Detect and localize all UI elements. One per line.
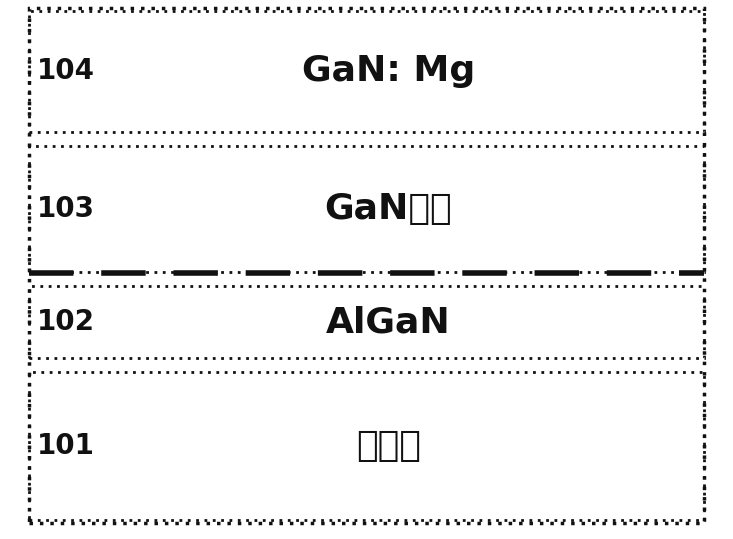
Bar [29,11,704,132]
Text: 103: 103 [37,195,95,223]
Text: AlGaN: AlGaN [326,305,451,339]
Bar [29,286,704,358]
Text: 缓冲层: 缓冲层 [356,429,421,463]
Text: GaN沟道: GaN沟道 [325,192,452,226]
Text: 101: 101 [37,432,95,460]
Bar [29,372,704,520]
Text: 102: 102 [37,308,95,336]
Text: 104: 104 [37,58,95,85]
Text: GaN: Mg: GaN: Mg [302,54,475,88]
Bar [29,146,704,272]
